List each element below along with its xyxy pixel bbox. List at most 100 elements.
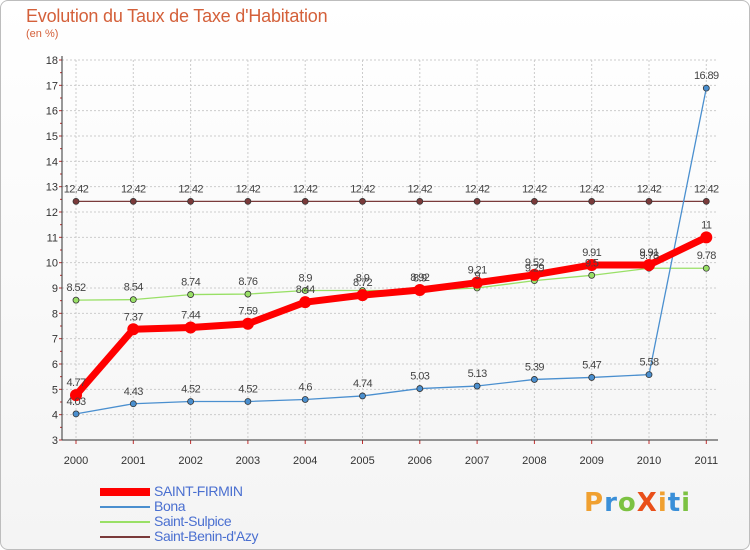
data-label-2-1: 8.54 xyxy=(124,282,143,294)
x-tick-label: 2001 xyxy=(121,455,145,467)
data-label-0-11: 11 xyxy=(701,219,712,231)
data-label-2-0: 8.52 xyxy=(66,282,85,294)
data-label-3-8: 12.42 xyxy=(522,183,547,195)
point-2-0 xyxy=(72,296,80,304)
legend-label: Saint-Benin-d'Azy xyxy=(154,528,259,544)
x-tick-label: 2005 xyxy=(350,455,374,467)
data-label-3-5: 12.42 xyxy=(350,183,375,195)
logo-letter: o xyxy=(617,488,637,518)
point-1-6 xyxy=(416,385,424,392)
data-label-1-11: 16.89 xyxy=(694,70,719,82)
point-3-5 xyxy=(359,197,366,205)
x-tick-label: 2002 xyxy=(178,455,202,467)
point-0-4 xyxy=(299,296,312,309)
data-label-2-7: 9 xyxy=(474,270,480,282)
y-tick-label: 4 xyxy=(52,410,58,422)
legend-label: SAINT-FIRMIN xyxy=(154,483,243,499)
point-1-8 xyxy=(531,376,538,383)
series-lines xyxy=(70,84,713,418)
point-0-11 xyxy=(700,231,713,244)
point-3-3 xyxy=(244,197,252,205)
point-1-2 xyxy=(187,398,195,405)
point-3-8 xyxy=(531,197,538,205)
data-label-3-11: 12.42 xyxy=(694,183,719,195)
data-label-3-6: 12.42 xyxy=(408,183,433,195)
chart-subtitle: (en %) xyxy=(26,28,59,40)
data-label-3-2: 12.42 xyxy=(178,183,203,195)
data-label-0-9: 9.91 xyxy=(582,247,601,259)
x-tick-label: 2009 xyxy=(579,455,603,467)
x-tick-label: 2000 xyxy=(64,455,88,467)
logo-letter: X xyxy=(636,488,658,518)
legend: SAINT-FIRMIN Bona Saint-Sulpice Saint-Benin… xyxy=(100,484,258,544)
legend-label: Bona xyxy=(154,498,186,514)
y-tick-label: 6 xyxy=(52,359,58,371)
y-tick-label: 8 xyxy=(52,308,58,320)
point-0-0 xyxy=(70,389,82,402)
data-labels: 4.77 7.37 7.44 7.59 8.44 8.72 8.92 9.21 9.52 9.91… xyxy=(64,70,720,408)
data-label-2-3: 8.76 xyxy=(238,276,257,288)
data-label-0-3: 7.59 xyxy=(238,306,257,318)
chart-title: Evolution du Taux de Taxe d'Habitation xyxy=(26,6,328,26)
point-0-8 xyxy=(528,268,541,281)
y-tick-label: 18 xyxy=(46,55,58,67)
data-label-1-0: 4.03 xyxy=(66,396,85,408)
point-2-4 xyxy=(301,287,309,294)
data-label-3-0: 12.42 xyxy=(64,183,89,195)
legend-swatch xyxy=(100,520,150,523)
logo-letter: t xyxy=(667,488,682,518)
y-tick-label: 5 xyxy=(52,384,58,396)
data-label-2-8: 9.29 xyxy=(525,263,544,275)
data-label-0-2: 7.44 xyxy=(181,310,200,322)
y-tick-label: 10 xyxy=(46,258,58,270)
point-1-3 xyxy=(244,398,252,405)
y-tick-label: 15 xyxy=(46,131,58,143)
data-label-2-4: 8.9 xyxy=(298,273,312,285)
logo-letter: P xyxy=(584,488,605,518)
point-3-9 xyxy=(588,197,596,205)
y-tick-label: 3 xyxy=(52,435,58,447)
x-tick-label: 2010 xyxy=(637,455,661,467)
point-3-6 xyxy=(416,197,424,205)
data-label-2-2: 8.74 xyxy=(181,277,200,289)
point-0-1 xyxy=(127,323,140,336)
x-tick-label: 2007 xyxy=(465,455,489,467)
axes: 3 4 5 6 7 8 9 10 11 12 13 14 15 16 17 18 2000 2001 2002 200… xyxy=(46,55,718,467)
x-tick-label: 2008 xyxy=(522,455,546,467)
data-label-1-5: 4.74 xyxy=(353,378,372,390)
data-label-0-5: 8.72 xyxy=(353,277,372,289)
point-1-11 xyxy=(702,84,710,92)
point-3-0 xyxy=(72,197,80,205)
point-2-2 xyxy=(187,291,195,298)
point-0-6 xyxy=(413,284,426,297)
data-label-1-7: 5.13 xyxy=(468,368,487,380)
point-0-5 xyxy=(356,289,369,302)
legend-item: Saint-Benin-d'Azy xyxy=(100,529,258,544)
point-0-7 xyxy=(471,276,484,289)
data-label-0-10: 9.91 xyxy=(639,247,658,259)
point-1-0 xyxy=(72,410,80,418)
data-label-1-1: 4.43 xyxy=(124,386,143,398)
y-tick-label: 12 xyxy=(46,207,58,219)
y-tick-label: 14 xyxy=(46,156,58,168)
x-tick-label: 2003 xyxy=(236,455,260,467)
data-label-3-10: 12.42 xyxy=(637,183,662,195)
point-1-1 xyxy=(129,400,137,408)
logo-letter: i xyxy=(657,488,668,518)
x-tick-label: 2004 xyxy=(293,455,317,467)
legend-swatch xyxy=(100,535,150,538)
legend-swatch xyxy=(100,505,150,508)
data-label-0-6: 8.92 xyxy=(410,272,429,284)
point-2-1 xyxy=(129,296,137,304)
data-label-2-5: 8.9 xyxy=(356,273,370,285)
point-0-10 xyxy=(643,258,655,271)
data-label-1-6: 5.03 xyxy=(410,371,429,383)
point-2-3 xyxy=(244,290,252,298)
point-0-9 xyxy=(585,258,598,271)
point-0-3 xyxy=(241,317,254,330)
point-1-4 xyxy=(301,396,309,403)
logo-letter: r xyxy=(604,488,618,518)
data-label-0-0: 4.77 xyxy=(66,377,85,389)
